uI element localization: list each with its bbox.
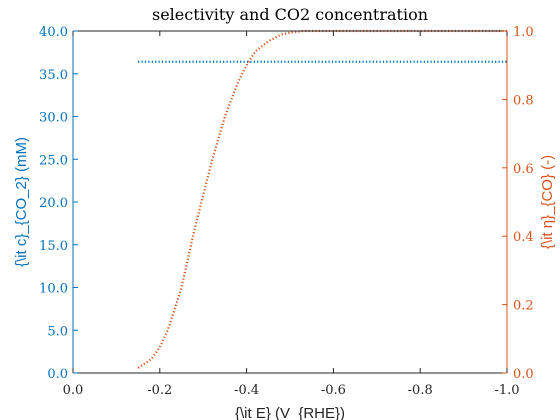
y-left-tick-label: 20.0 [39,196,68,211]
x-tick-label: -0.4 [234,383,259,398]
y-right-tick-label: 0.2 [513,299,534,314]
y-right-tick-label: 0.0 [513,367,534,382]
y-left-axis-label: {\it c}_{CO_2} (mM) [13,137,30,267]
y-left-tick-label: 30.0 [39,111,68,126]
x-axis-label: {\it E} (V_{RHE}) [235,405,345,420]
x-tick-label: -0.8 [408,383,433,398]
plot-area [73,31,507,373]
plot-background [73,31,507,373]
y-left-tick-label: 40.0 [39,25,68,40]
x-tick-label: -0.2 [147,383,172,398]
y-left-tick-label: 10.0 [39,282,68,297]
x-tick-label: 0.0 [63,383,84,398]
y-right-tick-label: 1.0 [513,25,534,40]
y-left-tick-label: 35.0 [39,68,68,83]
y-right-axis-label: {\it η}_{CO} (-) [539,155,556,249]
y-left-tick-label: 15.0 [39,239,68,254]
y-left-tick-label: 5.0 [47,324,68,339]
x-tick-label: -1.0 [494,383,519,398]
ticks-layer: 0.0 -0.2 -0.4 -0.6 -0.8 -1.00.05.010.015.020.… [39,25,534,398]
y-left-tick-label: 0.0 [47,367,68,382]
y-right-tick-label: 0.4 [513,230,534,245]
y-left-tick-label: 25.0 [39,153,68,168]
x-tick-label: -0.6 [321,383,346,398]
y-right-tick-label: 0.8 [513,93,534,108]
chart-title: selectivity and CO2 concentration [152,5,428,24]
y-right-tick-label: 0.6 [513,162,534,177]
